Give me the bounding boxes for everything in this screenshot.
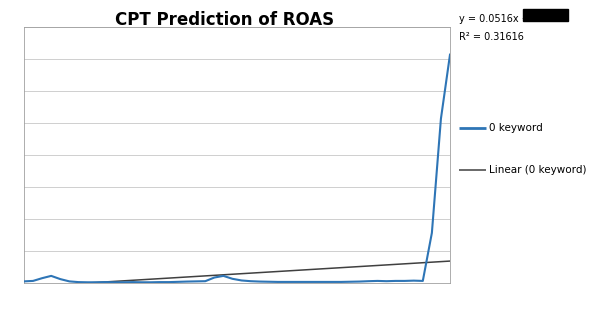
Text: Linear (0 keyword): Linear (0 keyword)	[489, 164, 587, 175]
Text: CPT: CPT	[27, 300, 49, 310]
Text: y = 0.0516x +: y = 0.0516x +	[459, 14, 530, 24]
Text: $0.05: $0.05	[437, 289, 447, 320]
Text: CPT Prediction of ROAS: CPT Prediction of ROAS	[115, 11, 335, 29]
Text: R² = 0.31616: R² = 0.31616	[459, 32, 524, 42]
Text: 0 keyword: 0 keyword	[489, 123, 543, 133]
